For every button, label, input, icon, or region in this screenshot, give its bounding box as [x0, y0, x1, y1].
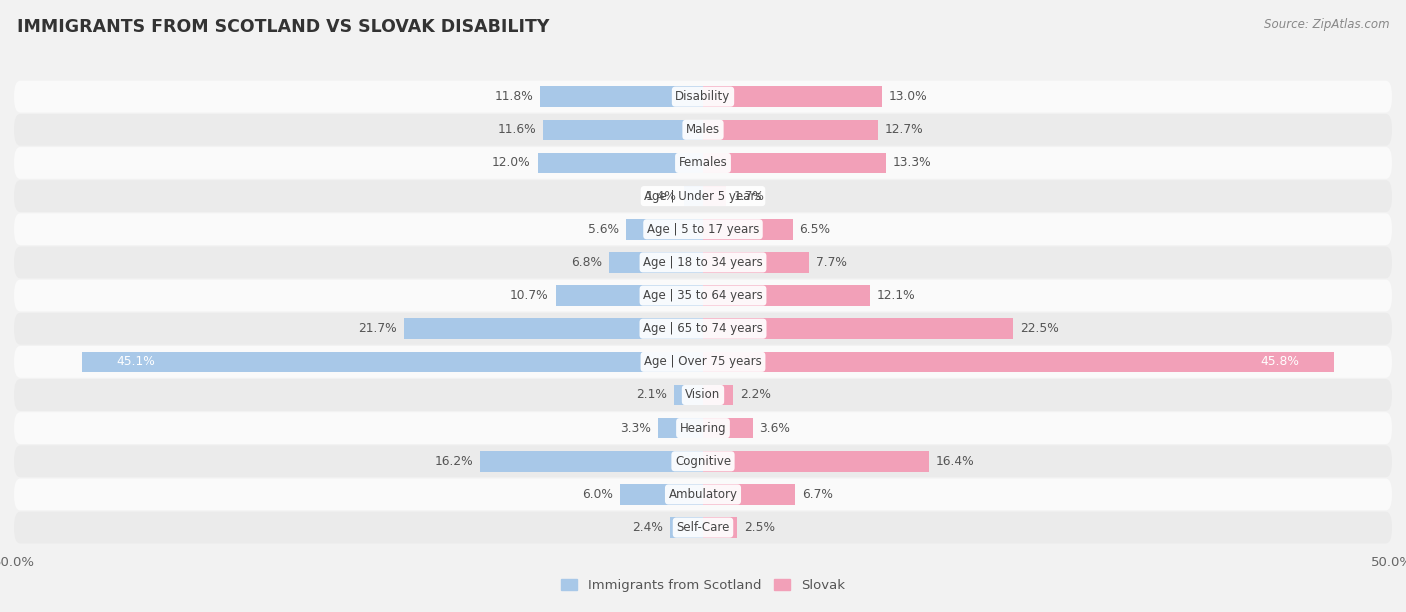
- Bar: [669, 517, 703, 538]
- FancyBboxPatch shape: [14, 379, 1392, 411]
- Text: 2.2%: 2.2%: [740, 389, 770, 401]
- FancyBboxPatch shape: [14, 313, 1392, 345]
- Bar: [703, 186, 727, 206]
- Text: 6.8%: 6.8%: [571, 256, 602, 269]
- Text: 12.0%: 12.0%: [492, 157, 531, 170]
- Bar: [703, 252, 808, 273]
- Text: 3.6%: 3.6%: [759, 422, 790, 435]
- Bar: [703, 219, 793, 239]
- FancyBboxPatch shape: [14, 446, 1392, 477]
- FancyBboxPatch shape: [14, 346, 1392, 378]
- FancyBboxPatch shape: [14, 512, 1392, 543]
- Text: 16.4%: 16.4%: [936, 455, 974, 468]
- Text: 22.5%: 22.5%: [1019, 322, 1059, 335]
- Bar: [555, 285, 703, 306]
- Text: 6.5%: 6.5%: [800, 223, 831, 236]
- Text: Cognitive: Cognitive: [675, 455, 731, 468]
- Text: 6.0%: 6.0%: [582, 488, 613, 501]
- Text: Age | 35 to 64 years: Age | 35 to 64 years: [643, 289, 763, 302]
- Text: Vision: Vision: [685, 389, 721, 401]
- Bar: [703, 351, 1334, 372]
- Bar: [703, 451, 929, 472]
- Bar: [703, 385, 734, 405]
- Text: 2.4%: 2.4%: [633, 521, 664, 534]
- Text: 3.3%: 3.3%: [620, 422, 651, 435]
- Text: Age | 65 to 74 years: Age | 65 to 74 years: [643, 322, 763, 335]
- Text: 7.7%: 7.7%: [815, 256, 846, 269]
- FancyBboxPatch shape: [14, 114, 1392, 146]
- FancyBboxPatch shape: [14, 180, 1392, 212]
- Bar: [703, 285, 870, 306]
- Bar: [673, 385, 703, 405]
- Bar: [620, 484, 703, 505]
- Text: Age | 5 to 17 years: Age | 5 to 17 years: [647, 223, 759, 236]
- Bar: [609, 252, 703, 273]
- FancyBboxPatch shape: [14, 479, 1392, 510]
- Bar: [683, 186, 703, 206]
- Text: 6.7%: 6.7%: [803, 488, 834, 501]
- FancyBboxPatch shape: [14, 247, 1392, 278]
- Legend: Immigrants from Scotland, Slovak: Immigrants from Scotland, Slovak: [561, 579, 845, 592]
- Bar: [543, 119, 703, 140]
- Bar: [626, 219, 703, 239]
- Text: 2.5%: 2.5%: [744, 521, 775, 534]
- Text: Age | Under 5 years: Age | Under 5 years: [644, 190, 762, 203]
- Text: Females: Females: [679, 157, 727, 170]
- Text: 12.7%: 12.7%: [884, 123, 924, 136]
- Text: 13.0%: 13.0%: [889, 90, 928, 103]
- Text: 11.8%: 11.8%: [495, 90, 533, 103]
- Text: IMMIGRANTS FROM SCOTLAND VS SLOVAK DISABILITY: IMMIGRANTS FROM SCOTLAND VS SLOVAK DISAB…: [17, 18, 550, 36]
- Text: 5.6%: 5.6%: [588, 223, 619, 236]
- Bar: [658, 418, 703, 438]
- Bar: [703, 484, 796, 505]
- FancyBboxPatch shape: [14, 214, 1392, 245]
- Bar: [540, 86, 703, 107]
- Text: 1.4%: 1.4%: [645, 190, 676, 203]
- FancyBboxPatch shape: [14, 412, 1392, 444]
- Text: 21.7%: 21.7%: [359, 322, 396, 335]
- Text: 11.6%: 11.6%: [498, 123, 536, 136]
- Text: 45.1%: 45.1%: [117, 356, 155, 368]
- Bar: [703, 86, 882, 107]
- Text: Ambulatory: Ambulatory: [668, 488, 738, 501]
- FancyBboxPatch shape: [14, 147, 1392, 179]
- Text: Males: Males: [686, 123, 720, 136]
- Bar: [82, 351, 703, 372]
- Text: Self-Care: Self-Care: [676, 521, 730, 534]
- Bar: [703, 318, 1012, 339]
- Bar: [404, 318, 703, 339]
- FancyBboxPatch shape: [14, 81, 1392, 113]
- Text: 2.1%: 2.1%: [637, 389, 668, 401]
- Text: 16.2%: 16.2%: [434, 455, 472, 468]
- Text: 1.7%: 1.7%: [734, 190, 765, 203]
- Text: Hearing: Hearing: [679, 422, 727, 435]
- Text: 45.8%: 45.8%: [1261, 356, 1299, 368]
- Bar: [703, 152, 886, 173]
- Text: 10.7%: 10.7%: [510, 289, 548, 302]
- Text: 13.3%: 13.3%: [893, 157, 932, 170]
- Bar: [703, 517, 738, 538]
- Text: 12.1%: 12.1%: [876, 289, 915, 302]
- Bar: [537, 152, 703, 173]
- Bar: [703, 418, 752, 438]
- Text: Source: ZipAtlas.com: Source: ZipAtlas.com: [1264, 18, 1389, 31]
- Text: Disability: Disability: [675, 90, 731, 103]
- Text: Age | Over 75 years: Age | Over 75 years: [644, 356, 762, 368]
- Bar: [479, 451, 703, 472]
- FancyBboxPatch shape: [14, 280, 1392, 312]
- Text: Age | 18 to 34 years: Age | 18 to 34 years: [643, 256, 763, 269]
- Bar: [703, 119, 877, 140]
